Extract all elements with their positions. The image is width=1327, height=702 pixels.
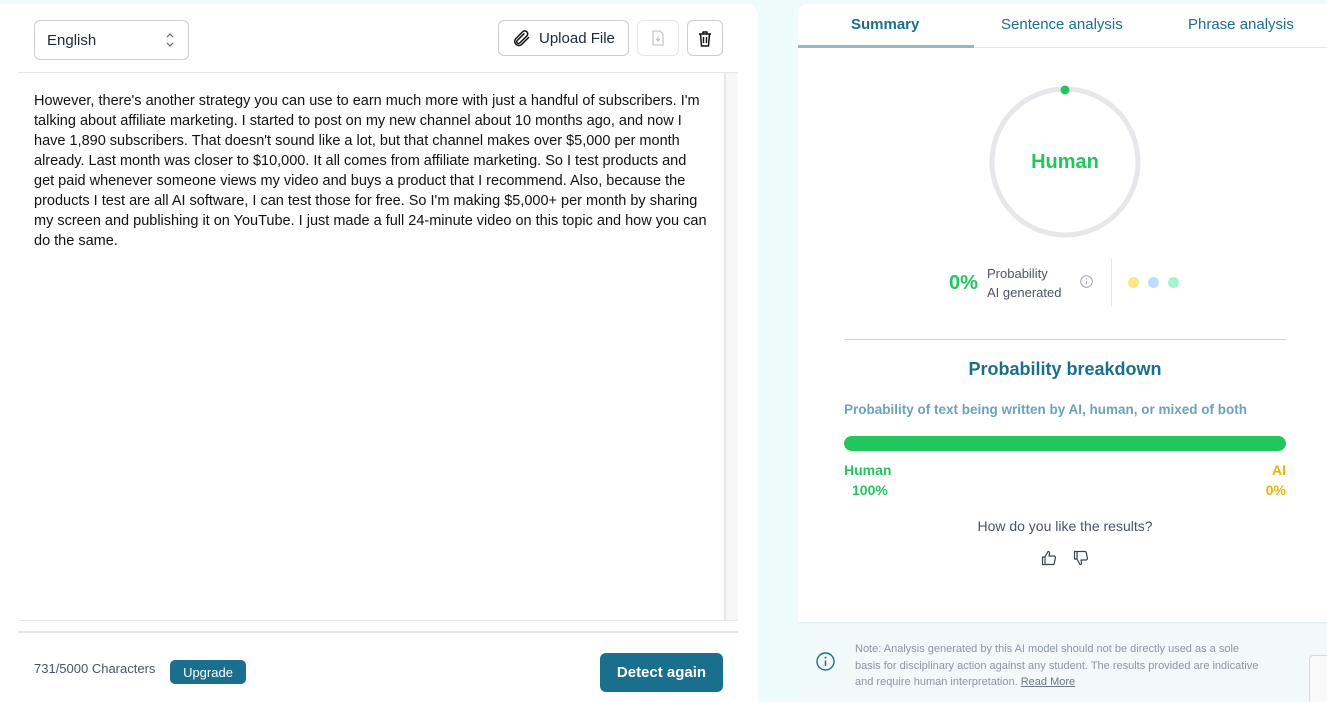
active-tab-indicator [798, 45, 974, 48]
ai-generated-label: AI generated [987, 285, 1062, 300]
gauge-marker [1060, 85, 1070, 95]
editor-panel: English Upload File However, there's ano… [0, 4, 758, 702]
tab-sentence-analysis[interactable]: Sentence analysis [1001, 16, 1123, 33]
paperclip-icon [514, 30, 530, 47]
detect-again-button[interactable]: Detect again [600, 653, 723, 692]
stat-divider [1111, 259, 1112, 307]
feedback-question: How do you like the results? [977, 518, 1153, 534]
disclaimer-line-1: Note: Analysis generated by this AI mode… [855, 643, 1240, 655]
section-divider [844, 339, 1286, 340]
language-select-value: English [47, 31, 97, 49]
tab-summary[interactable]: Summary [851, 16, 920, 33]
ai-label: AI [1272, 462, 1286, 478]
download-file-button[interactable] [637, 20, 679, 56]
tab-phrase-analysis[interactable]: Phrase analysis [1188, 16, 1294, 33]
legend-dot-blue [1148, 277, 1159, 288]
probability-bar-human-fill [844, 436, 1286, 451]
chevron-up-down-icon [166, 33, 174, 47]
human-label: Human [844, 462, 892, 478]
disclaimer-line-3: and require human interpretation. [855, 676, 1018, 688]
input-text: However, there's another strategy you ca… [34, 93, 707, 249]
breakdown-subtitle: Probability of text being written by AI,… [844, 402, 1248, 417]
thumbs-down-icon[interactable] [1073, 550, 1089, 566]
legend-dot-green [1168, 277, 1179, 288]
gauge-ring [989, 85, 1141, 238]
read-more-link[interactable]: Read More [1020, 676, 1076, 688]
breakdown-title: Probability breakdown [968, 359, 1162, 379]
ai-percentage: 0% [1265, 482, 1286, 498]
upload-file-label: Upload File [539, 29, 615, 47]
upload-file-button[interactable]: Upload File [498, 20, 629, 56]
probability-label: Probability [987, 266, 1048, 281]
upgrade-button[interactable]: Upgrade [170, 660, 246, 684]
toolbar-divider [18, 72, 738, 73]
verdict-gauge: Human [987, 84, 1143, 240]
results-panel: Summary Sentence analysis Phrase analysi… [798, 4, 1327, 702]
recaptcha-badge[interactable] [1309, 655, 1327, 702]
trash-icon [699, 30, 711, 47]
info-icon[interactable] [1080, 275, 1093, 288]
results-tabs: Summary Sentence analysis Phrase analysi… [798, 4, 1327, 48]
document-download-icon [652, 30, 664, 46]
ai-probability-value: 0% [949, 272, 978, 294]
text-input-area[interactable]: However, there's another strategy you ca… [18, 73, 725, 621]
thumbs-up-icon[interactable] [1041, 550, 1057, 566]
language-select[interactable]: English [34, 20, 189, 60]
verdict-label: Human [1031, 150, 1099, 173]
disclaimer-note: Note: Analysis generated by this AI mode… [798, 622, 1327, 702]
footer-divider [18, 631, 738, 633]
probability-bar [844, 436, 1286, 451]
disclaimer-text: Note: Analysis generated by this AI mode… [855, 641, 1325, 691]
text-scrollbar[interactable] [725, 73, 738, 621]
clear-text-button[interactable] [687, 20, 723, 56]
human-percentage: 100% [852, 482, 888, 498]
disclaimer-line-2: basis for disciplinary action against an… [855, 659, 1259, 672]
info-circle-icon [816, 652, 835, 671]
character-count: 731/5000 Characters [34, 661, 156, 676]
legend-dot-yellow [1128, 277, 1139, 288]
